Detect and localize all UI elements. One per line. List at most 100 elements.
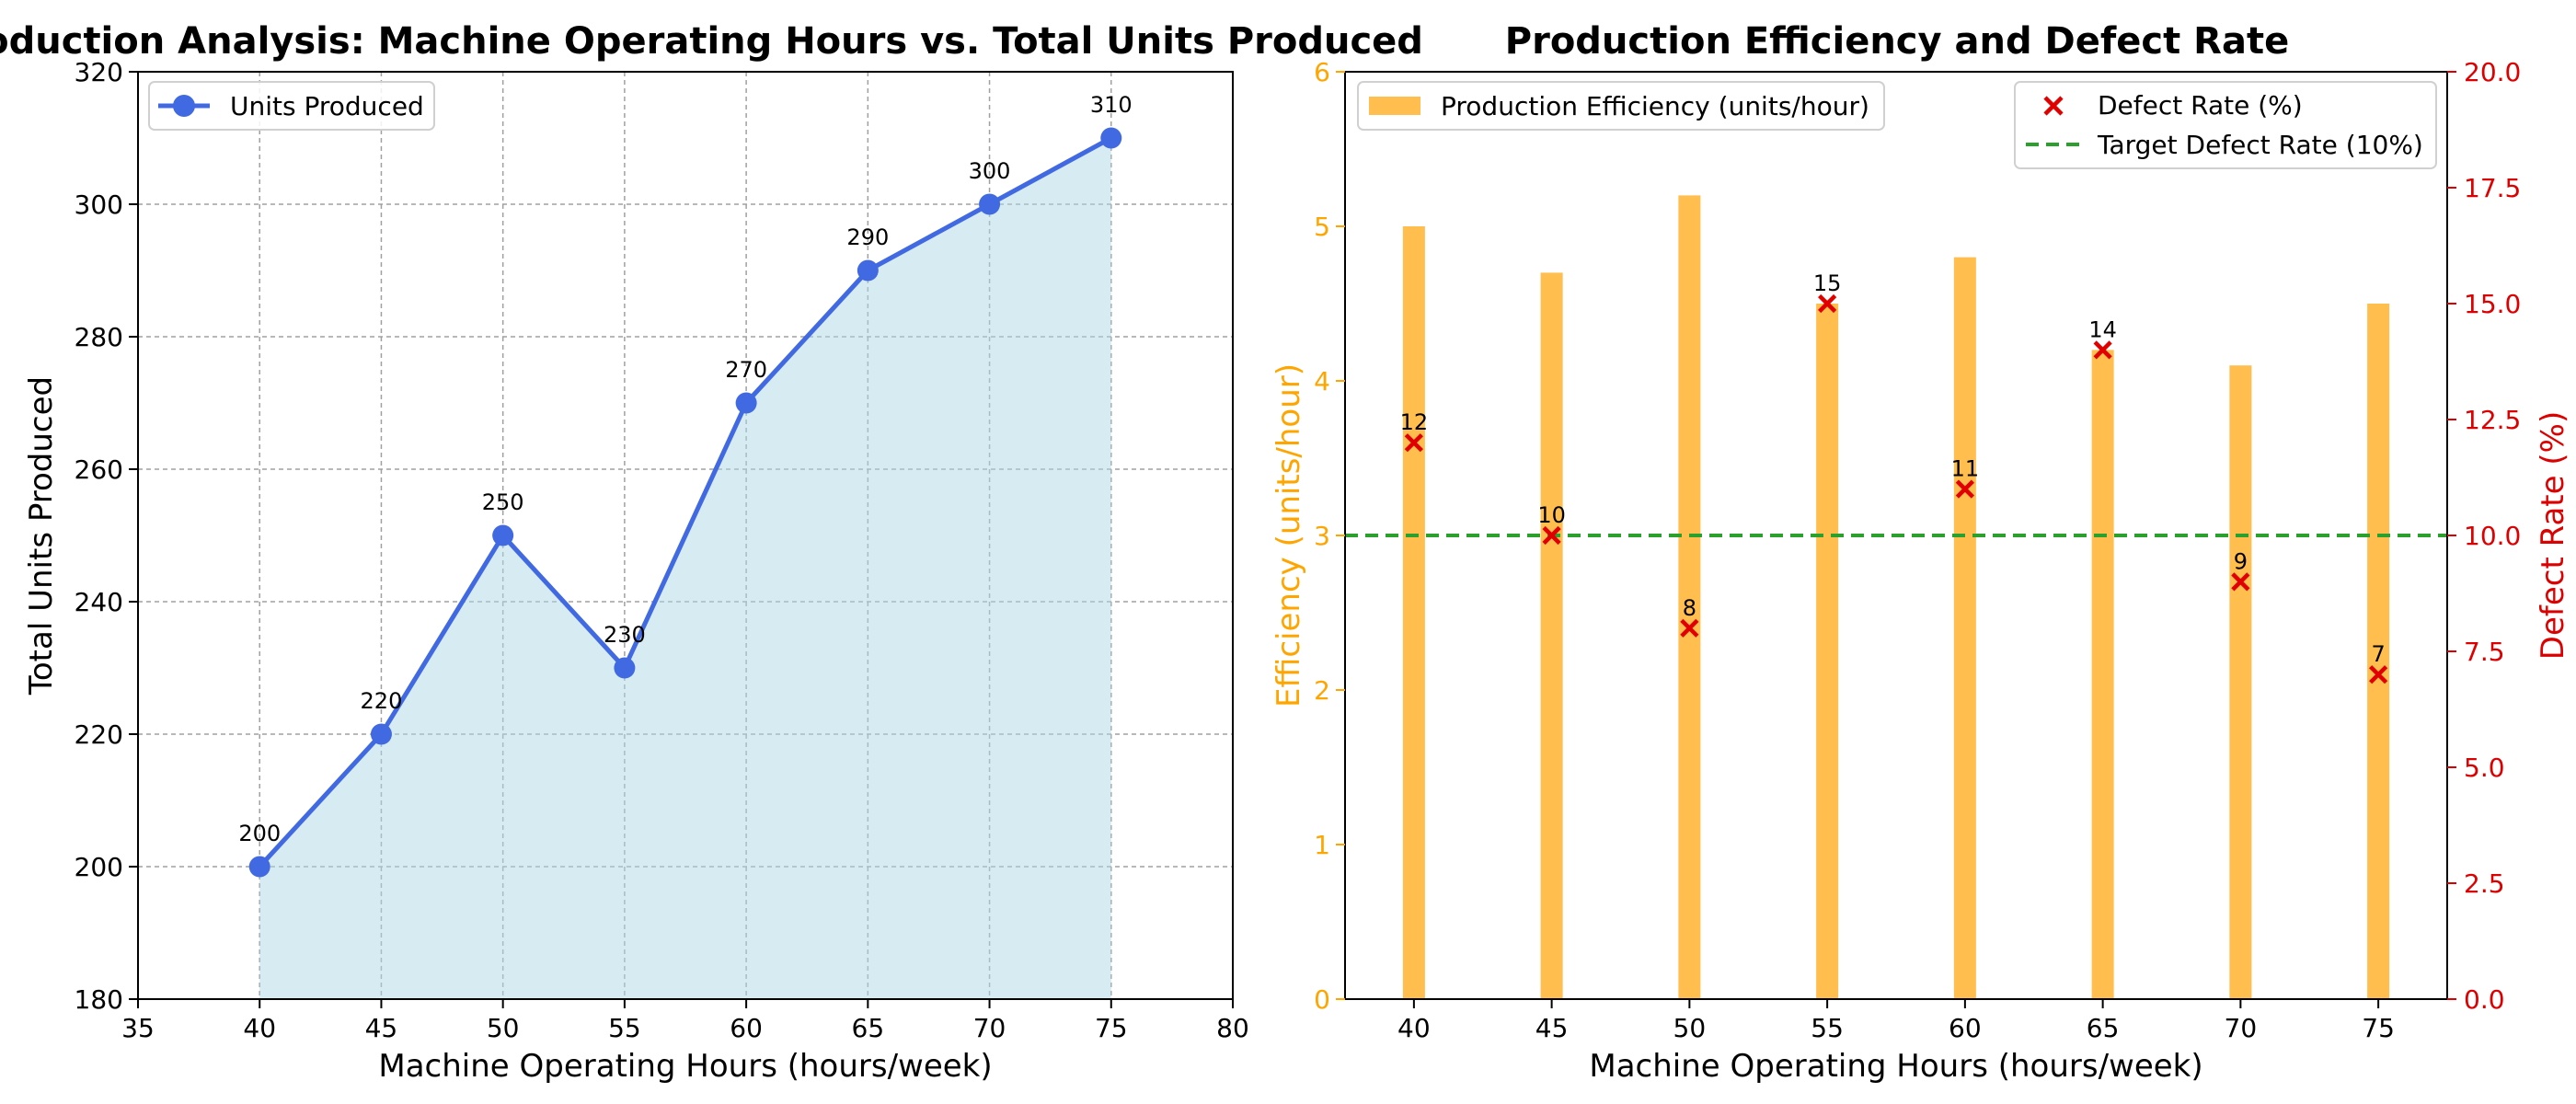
defect-legend-x-icon — [2043, 96, 2064, 116]
right-chart-right-y-axis-label: Defect Rate (%) — [2535, 411, 2571, 660]
left-y-tick-label: 200 — [75, 852, 123, 882]
right-x-tick-label: 50 — [1673, 1013, 1707, 1043]
right-chart-bars — [1402, 195, 2390, 1000]
defect-y-tick-label: 17.5 — [2464, 173, 2521, 203]
defect-rate-data-label: 9 — [2234, 548, 2248, 574]
efficiency-y-tick-label: 4 — [1314, 366, 1330, 397]
efficiency-legend-label: Production Efficiency (units/hour) — [1441, 91, 1869, 121]
defect-rate-marker — [1955, 479, 1974, 499]
defect-marker-stroke — [2231, 572, 2250, 592]
units-produced-point — [370, 723, 392, 745]
legend-x-stroke — [2043, 96, 2064, 116]
left-x-tick-label: 65 — [852, 1013, 885, 1043]
defect-y-tick-label: 15.0 — [2464, 289, 2521, 319]
target-legend-label: Target Defect Rate (10%) — [2097, 130, 2423, 160]
efficiency-bar — [1953, 257, 1976, 1000]
defect-rate-data-label: 11 — [1951, 456, 1980, 482]
defect-rate-data-label: 12 — [1400, 409, 1429, 435]
left-x-tick-label: 35 — [121, 1013, 155, 1043]
left-x-tick-label: 40 — [243, 1013, 276, 1043]
left-y-tick-label: 260 — [75, 454, 123, 485]
left-chart-x-axis-label: Machine Operating Hours (hours/week) — [378, 1048, 992, 1085]
defect-marker-stroke — [1818, 293, 1837, 314]
defect-rate-marker — [2369, 665, 2388, 684]
left-chart-x-ticks: 35 40 45 50 55 60 65 70 75 80 — [121, 999, 1249, 1043]
efficiency-y-tick-label: 1 — [1314, 830, 1330, 860]
left-x-tick-label: 55 — [608, 1013, 641, 1043]
right-x-tick-label: 55 — [1811, 1013, 1844, 1043]
right-x-tick-label: 40 — [1397, 1013, 1431, 1043]
right-chart-left-y-ticks: 0 1 2 3 4 5 6 — [1314, 57, 1345, 1015]
left-fill-area — [259, 138, 1111, 999]
units-produced-point — [979, 193, 1001, 215]
right-x-tick-label: 70 — [2225, 1013, 2258, 1043]
left-y-tick-label: 240 — [75, 587, 123, 617]
left-x-tick-label: 50 — [487, 1013, 520, 1043]
efficiency-y-tick-label: 3 — [1314, 521, 1330, 551]
defect-legend-label: Defect Rate (%) — [2098, 90, 2303, 121]
left-chart-y-axis-label: Total Units Produced — [23, 376, 60, 696]
left-y-tick-label: 300 — [75, 190, 123, 220]
right-chart-x-axis-label: Machine Operating Hours (hours/week) — [1589, 1048, 2202, 1085]
right-chart-left-y-axis-label: Efficiency (units/hour) — [1271, 363, 1307, 707]
defect-y-tick-label: 7.5 — [2464, 637, 2505, 667]
defect-y-tick-label: 0.0 — [2464, 984, 2505, 1015]
left-y-tick-label: 180 — [75, 984, 123, 1015]
defect-rate-data-labels: 12 10 8 15 11 14 9 7 — [1400, 270, 2386, 667]
defect-rate-data-label: 8 — [1683, 595, 1696, 621]
right-x-tick-label: 60 — [1949, 1013, 1982, 1043]
left-y-tick-label: 280 — [75, 322, 123, 352]
left-x-tick-label: 45 — [365, 1013, 398, 1043]
right-chart-right-y-ticks: 0.0 2.5 5.0 7.5 10.0 12.5 15.0 17.5 20.0 — [2447, 57, 2521, 1015]
defect-rate-markers — [1404, 293, 2388, 684]
defect-rate-marker — [2231, 572, 2250, 592]
units-produced-chart: Production Analysis: Machine Operating H… — [0, 20, 1423, 1085]
defect-rate-data-label: 14 — [2088, 316, 2117, 342]
units-produced-data-label: 250 — [482, 489, 524, 515]
defect-marker-stroke — [1542, 525, 1561, 546]
defect-y-tick-label: 12.5 — [2464, 405, 2521, 435]
defect-rate-marker — [2093, 340, 2112, 360]
defect-rate-data-label: 10 — [1537, 502, 1566, 528]
units-produced-point — [248, 856, 270, 878]
left-chart-frame — [137, 71, 1234, 1000]
efficiency-defect-chart: Production Efficiency and Defect Rate 12… — [1271, 20, 2571, 1085]
left-legend-marker-swatch — [173, 95, 195, 117]
left-chart-y-ticks: 180 200 220 240 260 280 300 320 — [75, 57, 138, 1015]
efficiency-bar — [2091, 350, 2114, 999]
defect-rate-marker — [1404, 433, 1423, 453]
left-x-tick-label: 60 — [730, 1013, 763, 1043]
right-x-tick-label: 75 — [2362, 1013, 2395, 1043]
efficiency-bar — [2229, 365, 2252, 999]
left-y-tick-label: 220 — [75, 719, 123, 750]
right-chart-legend-right: Defect Rate (%) Target Defect Rate (10%) — [2014, 81, 2437, 169]
left-x-tick-label: 80 — [1216, 1013, 1249, 1043]
efficiency-y-tick-label: 6 — [1314, 57, 1330, 87]
right-x-tick-label: 65 — [2087, 1013, 2120, 1043]
defect-marker-stroke — [1955, 479, 1974, 499]
units-produced-point — [614, 657, 636, 679]
units-produced-data-label: 310 — [1090, 92, 1133, 118]
right-legend-left-box — [1357, 81, 1885, 131]
defect-marker-stroke — [2093, 340, 2112, 360]
efficiency-y-tick-label: 0 — [1314, 984, 1330, 1015]
left-y-tick-label: 320 — [75, 57, 123, 87]
efficiency-bar — [1678, 195, 1701, 999]
left-legend-box — [148, 81, 435, 131]
units-produced-point — [735, 392, 757, 414]
units-produced-point — [857, 259, 879, 282]
left-chart-series-line — [258, 135, 1112, 868]
left-chart-points — [248, 127, 1122, 878]
left-x-tick-label: 75 — [1095, 1013, 1128, 1043]
units-produced-data-label: 220 — [361, 688, 403, 714]
right-chart-title: Production Efficiency and Defect Rate — [1505, 20, 2289, 63]
units-produced-point — [492, 524, 514, 546]
left-legend-label: Units Produced — [230, 91, 424, 121]
efficiency-bar — [1816, 304, 1839, 999]
defect-y-tick-label: 10.0 — [2464, 521, 2521, 551]
defect-rate-data-label: 15 — [1813, 270, 1842, 296]
left-chart-title: Production Analysis: Machine Operating H… — [0, 20, 1423, 63]
defect-marker-stroke — [2369, 665, 2388, 684]
defect-rate-marker — [1818, 293, 1837, 314]
defect-marker-stroke — [1404, 433, 1423, 453]
